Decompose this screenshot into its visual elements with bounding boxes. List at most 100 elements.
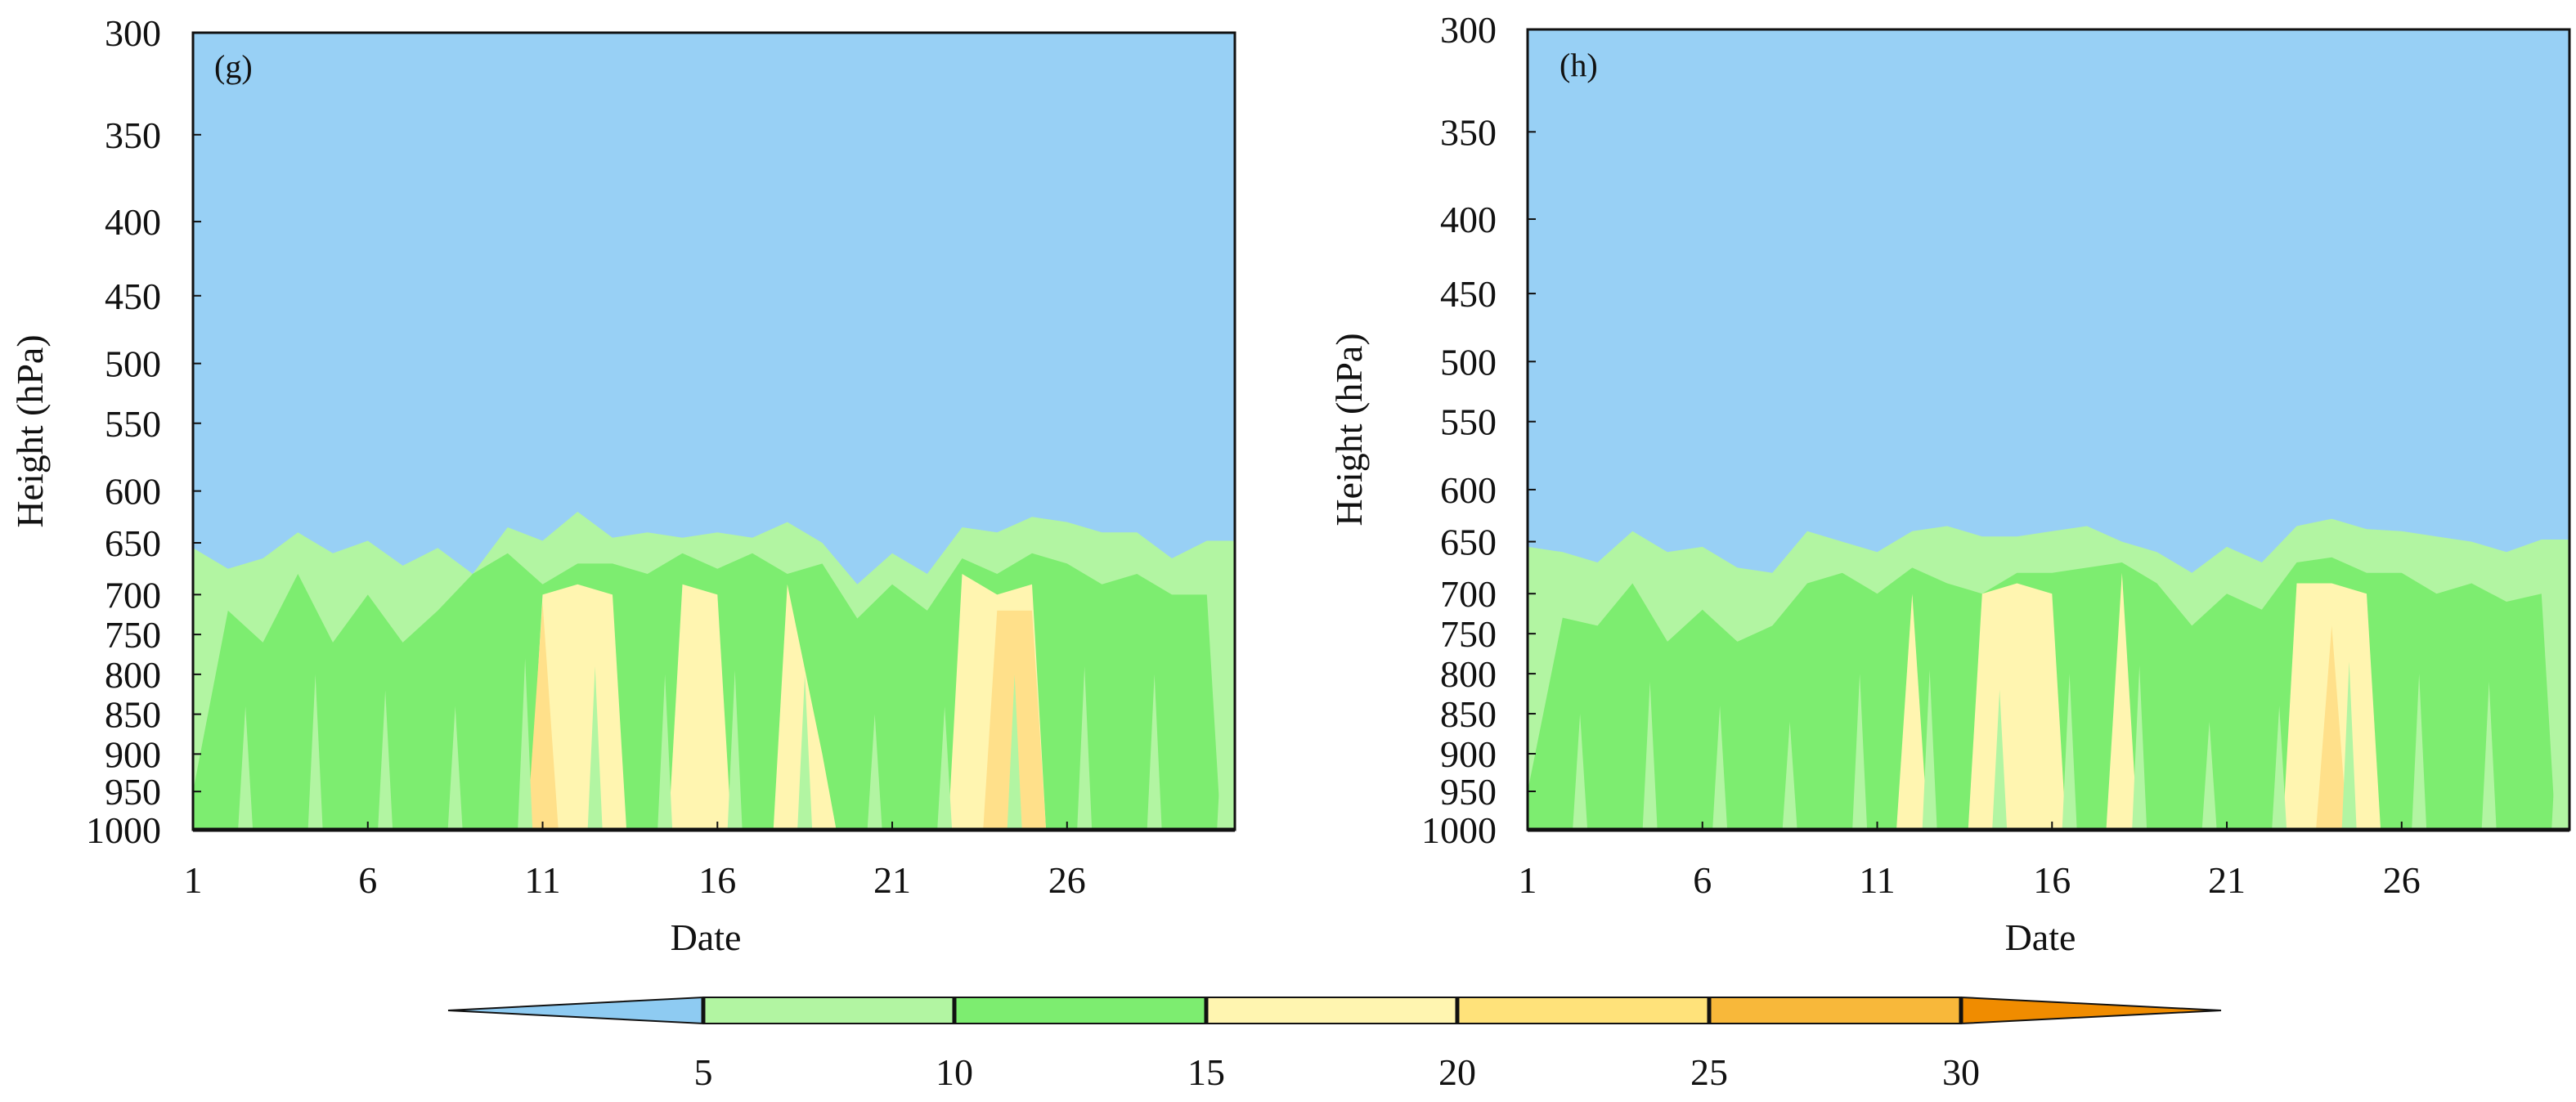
colorbar-tick-label: 30 <box>1942 1051 1980 1093</box>
x-axis-title: Date <box>671 916 742 958</box>
y-axis-title: Height (hPa) <box>1328 333 1370 526</box>
contour-band-above_15 <box>668 584 732 830</box>
x-tick-label: 26 <box>1048 859 1086 901</box>
y-tick-label: 700 <box>105 574 161 616</box>
contour-sliver <box>937 706 953 830</box>
x-axis-title: Date <box>2005 916 2076 958</box>
y-tick-label: 350 <box>105 114 161 156</box>
panel-g: 300 350 400 450 500 550 600 650 7007508008509009… <box>9 12 1236 958</box>
colorbar-segment <box>1708 997 1962 1024</box>
y-tick-label: 500 <box>1440 341 1497 383</box>
contour-sliver <box>2341 661 2357 830</box>
x-tick-label: 1 <box>1519 859 1537 901</box>
contour-sliver <box>2272 706 2287 830</box>
y-tick-label: 900 <box>105 733 161 775</box>
contour-sliver <box>2201 721 2217 830</box>
contour-sliver <box>1922 670 1937 830</box>
y-tick-label: 750 <box>1440 613 1497 655</box>
x-tick-label: 6 <box>358 859 377 901</box>
contour-sliver <box>1573 714 1588 830</box>
y-tick-label: 1000 <box>86 809 161 851</box>
contour-sliver <box>238 706 254 830</box>
x-tick-label: 11 <box>524 859 560 901</box>
panel-h: 300 350 400 450 500 550 600 650 7007508008509009… <box>1328 9 2571 958</box>
y-tick-label: 800 <box>1440 653 1497 695</box>
y-tick-label: 900 <box>1440 733 1497 775</box>
contour-fills <box>193 512 1235 830</box>
colorbar-extend-high <box>1960 996 2222 1025</box>
y-tick-label: 550 <box>105 403 161 445</box>
x-tick-label: 26 <box>2383 859 2421 901</box>
contour-sliver <box>1217 690 1232 830</box>
y-tick-label: 800 <box>105 654 161 696</box>
x-tick-label: 21 <box>873 859 911 901</box>
x-tick-label: 21 <box>2208 859 2246 901</box>
y-tick-label: 600 <box>1440 469 1497 511</box>
colorbar-tick-label: 5 <box>694 1051 713 1093</box>
contour-sliver <box>518 658 533 830</box>
y-tick-label: 400 <box>105 201 161 243</box>
contour-sliver <box>1852 674 1868 830</box>
contour-sliver <box>1782 721 1797 830</box>
y-tick-label: 850 <box>1440 693 1497 735</box>
contour-sliver <box>657 674 673 830</box>
contour-sliver <box>1007 674 1022 830</box>
colorbar-segment <box>1456 997 1710 1024</box>
x-tick-label: 6 <box>1693 859 1712 901</box>
contour-sliver <box>1642 681 1658 830</box>
contour-sliver <box>2481 681 2497 830</box>
contour-sliver <box>1992 689 2008 830</box>
colorbar-segment <box>954 997 1207 1024</box>
contour-sliver <box>587 666 603 830</box>
y-tick-label: 300 <box>105 12 161 54</box>
colorbar-tick-label: 10 <box>936 1051 973 1093</box>
contour-sliver <box>1712 706 1728 830</box>
y-tick-label: 600 <box>105 471 161 513</box>
colorbar: 5 10 15 20 25 30 <box>447 996 2222 1093</box>
y-tick-label: 400 <box>1440 199 1497 240</box>
colorbar-segment <box>1205 997 1458 1024</box>
contour-sliver <box>727 670 743 830</box>
x-tick-label: 1 <box>184 859 203 901</box>
y-tick-label: 700 <box>1440 573 1497 615</box>
contour-sliver <box>1147 674 1162 830</box>
y-tick-label: 500 <box>105 343 161 385</box>
contour-band-above_15 <box>1896 594 1928 830</box>
contour-fills <box>1528 518 2569 830</box>
y-tick-label: 450 <box>105 276 161 317</box>
y-tick-label: 450 <box>1440 273 1497 315</box>
y-tick-label: 850 <box>105 694 161 736</box>
colorbar-tick-label: 15 <box>1187 1051 1225 1093</box>
y-tick-label: 650 <box>1440 522 1497 563</box>
y-tick-label: 750 <box>105 614 161 656</box>
y-tick-label: 550 <box>1440 401 1497 443</box>
contour-sliver <box>2062 674 2077 830</box>
contour-sliver <box>867 714 882 830</box>
y-tick-label: 1000 <box>1421 809 1497 851</box>
panel-label: (h) <box>1560 47 1598 83</box>
contour-band-above_20 <box>527 603 559 830</box>
y-tick-label: 950 <box>1440 771 1497 813</box>
x-tick-label: 11 <box>1859 859 1895 901</box>
y-tick-label: 650 <box>105 522 161 564</box>
contour-band-above_20 <box>2316 625 2348 830</box>
contour-band-above_15 <box>2106 572 2138 830</box>
contour-sliver <box>1077 666 1093 830</box>
contour-sliver <box>2551 689 2567 830</box>
contour-sliver <box>797 674 813 830</box>
contour-sliver <box>307 674 323 830</box>
y-tick-label: 950 <box>105 771 161 813</box>
contour-band-above_15 <box>1968 583 2067 830</box>
colorbar-tick-label: 25 <box>1690 1051 1728 1093</box>
y-tick-label: 300 <box>1440 9 1497 51</box>
y-axis-title: Height (hPa) <box>9 334 51 527</box>
x-tick-label: 16 <box>698 859 736 901</box>
y-tick-label: 350 <box>1440 111 1497 153</box>
contour-sliver <box>2132 665 2147 830</box>
colorbar-tick-label: 20 <box>1438 1051 1476 1093</box>
colorbar-segment <box>702 997 955 1024</box>
panel-label: (g) <box>214 48 253 85</box>
contour-sliver <box>378 690 393 830</box>
contour-sliver <box>2412 674 2427 830</box>
contour-sliver <box>447 706 463 830</box>
